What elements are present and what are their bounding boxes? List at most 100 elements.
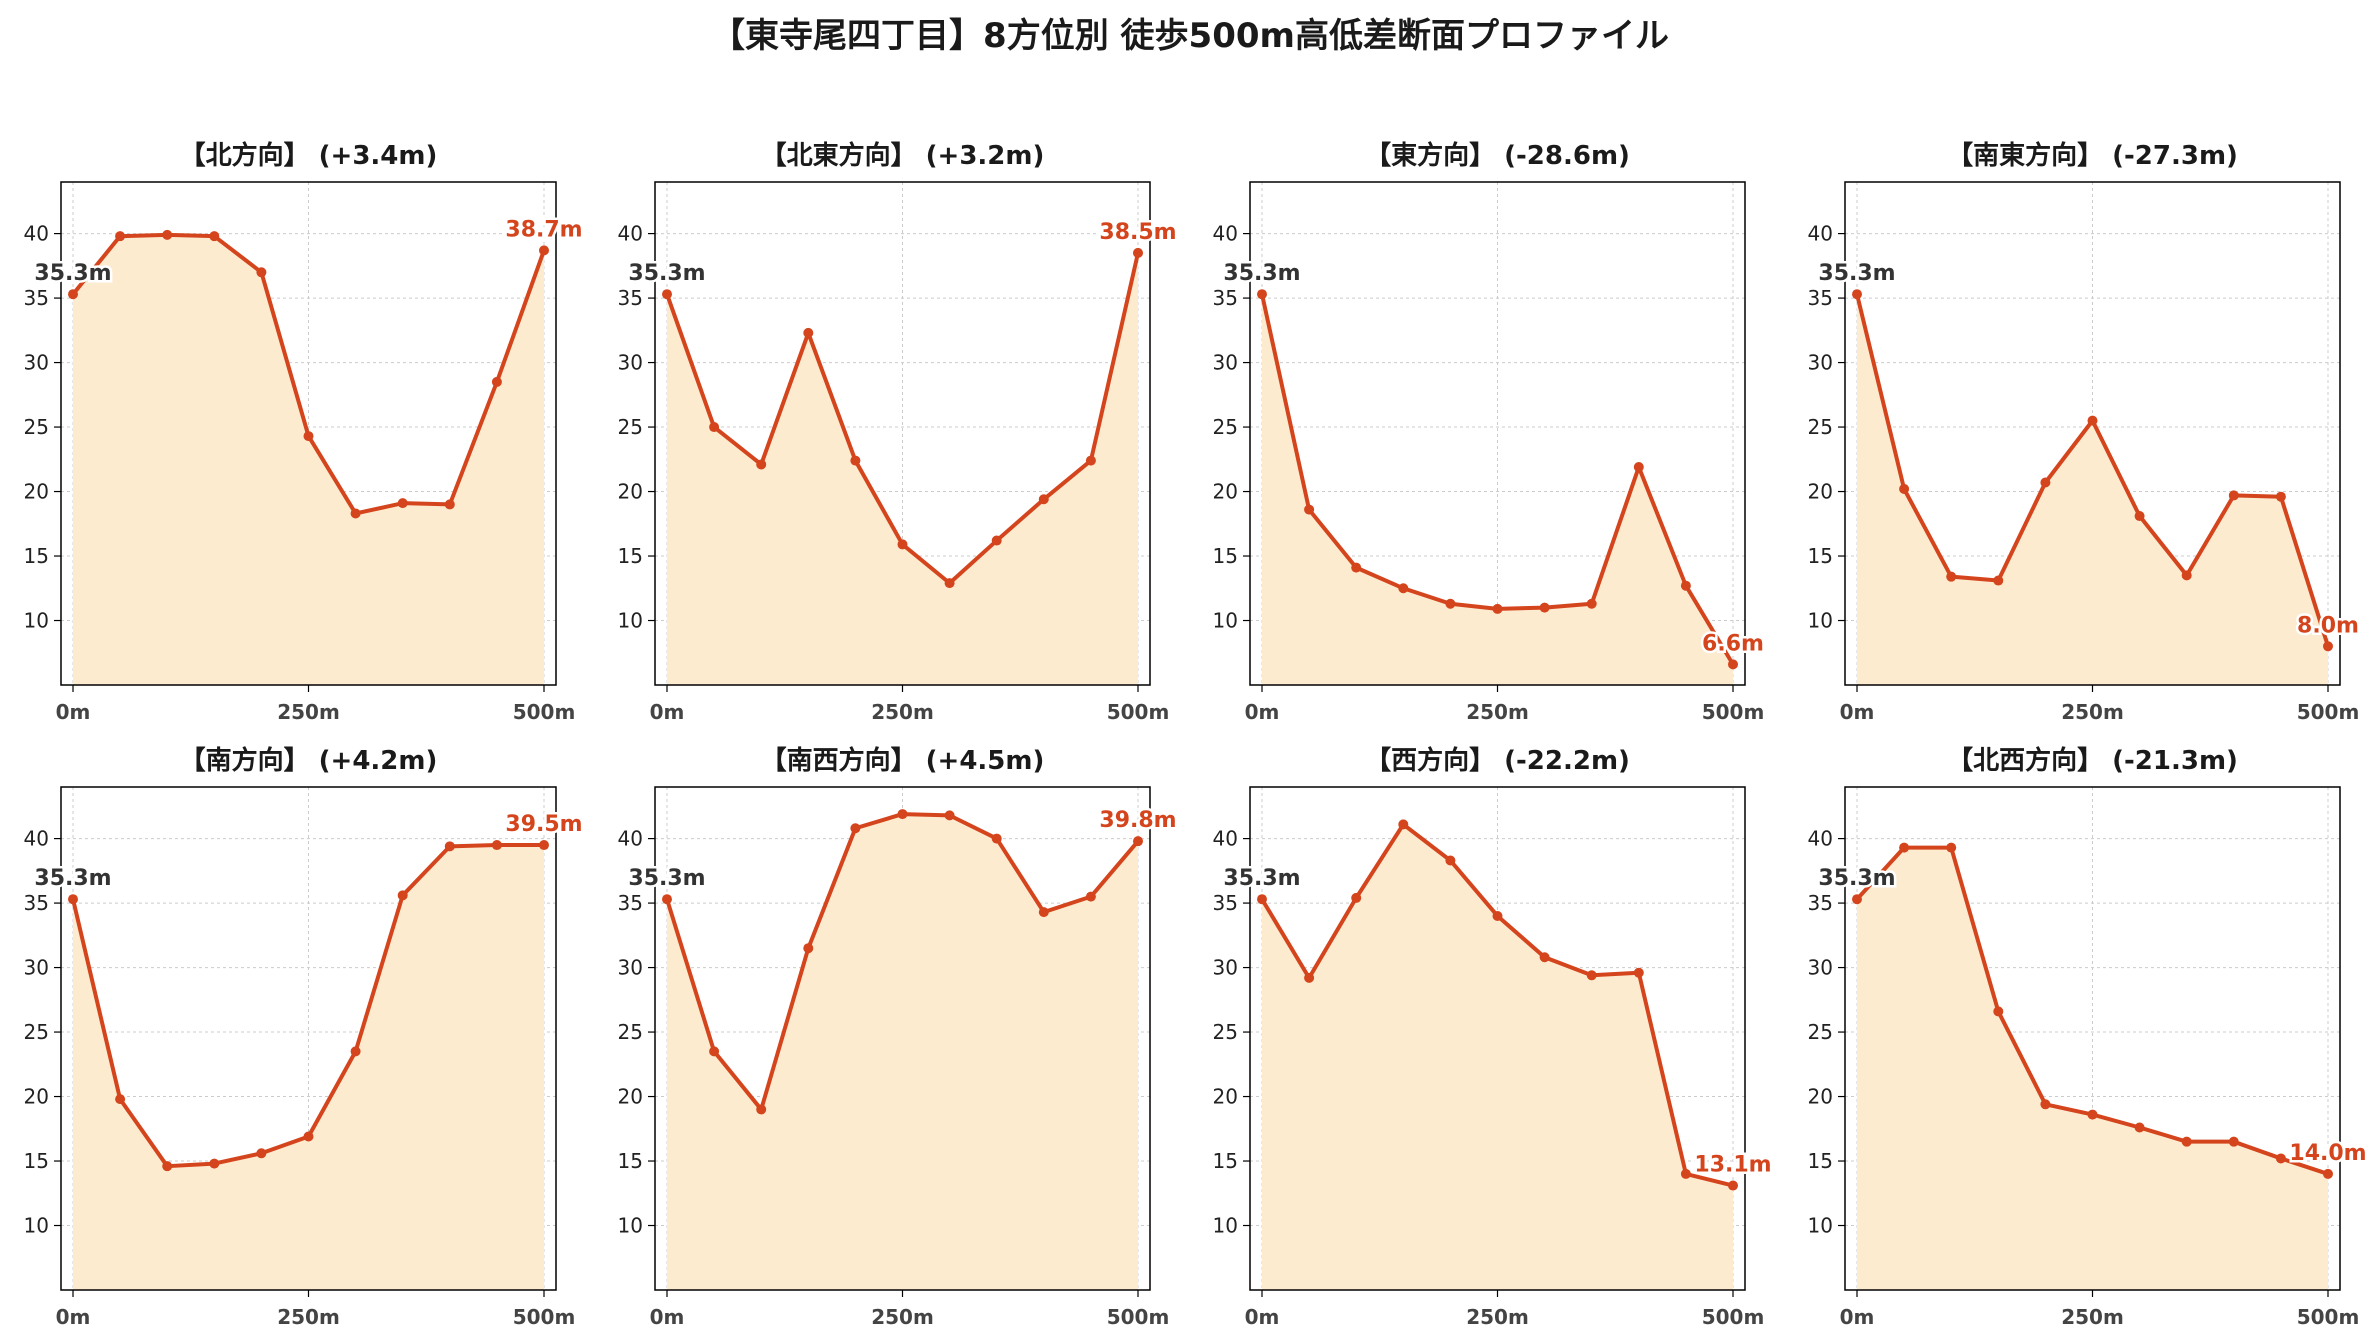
- y-tick-label: 30: [1808, 956, 1833, 980]
- data-point: [1852, 894, 1862, 905]
- data-point: [1445, 855, 1456, 866]
- y-tick-label: 20: [1213, 1085, 1238, 1109]
- data-point: [162, 229, 173, 240]
- chart-title: 【南西方向】 (+4.5m): [761, 745, 1045, 776]
- data-point: [709, 422, 720, 433]
- y-tick-label: 25: [24, 415, 49, 439]
- start-elevation-label: 35.3m: [1818, 866, 1895, 891]
- y-tick-label: 15: [1213, 544, 1238, 568]
- x-tick-label: 0m: [1840, 700, 1875, 724]
- end-elevation-label: 8.0m: [2297, 613, 2359, 638]
- x-tick-label: 500m: [2297, 1305, 2360, 1329]
- x-tick-label: 250m: [871, 700, 934, 724]
- data-point: [1492, 603, 1503, 614]
- data-point: [1445, 598, 1456, 609]
- chart-panel-8: 【北西方向】 (-21.3m) 10 15 20 25 30 35 40 0m 250m 500m 3…: [1808, 745, 2370, 1329]
- data-point: [2275, 1153, 2286, 1164]
- data-point: [539, 840, 549, 851]
- data-point: [1680, 1168, 1691, 1179]
- x-tick-label: 500m: [1107, 700, 1170, 724]
- y-tick-label: 15: [24, 1149, 49, 1173]
- x-tick-label: 250m: [1466, 1305, 1529, 1329]
- figure-title: 【東寺尾四丁目】8方位別 徒歩500m高低差断面プロファイル: [711, 16, 1669, 56]
- chart-panel-7: 【西方向】 (-22.2m) 10 15 20 25 30 35 40 0m 250m 500m 35…: [1213, 745, 1775, 1329]
- start-elevation-label: 35.3m: [628, 261, 705, 286]
- data-point: [1351, 892, 1362, 903]
- start-elevation-label: 35.3m: [1223, 866, 1300, 891]
- data-point: [350, 1046, 361, 1057]
- data-point: [539, 245, 549, 256]
- x-tick-label: 0m: [650, 1305, 685, 1329]
- y-tick-label: 20: [1808, 1085, 1833, 1109]
- x-tick-label: 500m: [1702, 1305, 1765, 1329]
- y-tick-label: 15: [1213, 1149, 1238, 1173]
- data-point: [1539, 952, 1550, 963]
- y-tick-label: 20: [1213, 480, 1238, 504]
- y-tick-label: 35: [618, 891, 643, 915]
- data-point: [2181, 1136, 2192, 1147]
- chart-panel-5: 【南方向】 (+4.2m) 10 15 20 25 30 35 40 0m 250m 500m 35.…: [24, 745, 586, 1329]
- end-elevation-label: 6.6m: [1702, 631, 1764, 656]
- x-tick-label: 500m: [513, 700, 576, 724]
- data-point: [1038, 907, 1049, 918]
- data-point: [1351, 562, 1362, 573]
- y-tick-label: 40: [618, 222, 643, 246]
- data-point: [1398, 583, 1409, 594]
- y-tick-label: 15: [1808, 544, 1833, 568]
- start-elevation-label: 35.3m: [628, 866, 705, 891]
- y-tick-label: 10: [1213, 609, 1238, 633]
- x-tick-label: 0m: [56, 700, 91, 724]
- y-tick-label: 25: [24, 1020, 49, 1044]
- data-point: [1257, 894, 1267, 905]
- y-tick-label: 10: [618, 609, 643, 633]
- y-tick-label: 25: [1213, 415, 1238, 439]
- y-tick-label: 40: [24, 222, 49, 246]
- data-point: [1728, 659, 1738, 670]
- end-elevation-label: 38.7m: [505, 217, 582, 242]
- chart-title: 【北東方向】 (+3.2m): [761, 140, 1045, 171]
- data-point: [1085, 891, 1096, 902]
- data-point: [991, 535, 1002, 546]
- data-point: [68, 289, 78, 300]
- data-point: [1304, 972, 1315, 983]
- y-tick-label: 10: [1808, 609, 1833, 633]
- data-point: [1085, 455, 1096, 466]
- x-tick-label: 250m: [1466, 700, 1529, 724]
- data-point: [209, 231, 220, 242]
- data-point: [491, 840, 502, 851]
- data-point: [1398, 819, 1409, 830]
- data-point: [350, 508, 361, 519]
- y-tick-label: 25: [1808, 415, 1833, 439]
- data-point: [991, 833, 1002, 844]
- data-point: [2087, 415, 2098, 426]
- x-tick-label: 250m: [277, 700, 340, 724]
- data-point: [444, 499, 455, 510]
- data-point: [2087, 1109, 2098, 1120]
- y-tick-label: 20: [618, 480, 643, 504]
- chart-title: 【西方向】 (-22.2m): [1365, 745, 1630, 776]
- data-point: [1728, 1180, 1738, 1191]
- data-point: [1304, 504, 1315, 515]
- data-point: [115, 231, 126, 242]
- x-tick-label: 0m: [1245, 1305, 1280, 1329]
- data-point: [115, 1094, 126, 1105]
- end-elevation-label: 38.5m: [1099, 220, 1176, 245]
- end-elevation-label: 14.0m: [2289, 1141, 2366, 1166]
- data-point: [850, 455, 861, 466]
- y-tick-label: 25: [1213, 1020, 1238, 1044]
- chart-panel-3: 【東方向】 (-28.6m) 10 15 20 25 30 35 40 0m 250m 500m 35…: [1213, 140, 1767, 724]
- chart-panel-6: 【南西方向】 (+4.5m) 10 15 20 25 30 35 40 0m 250m 500m 35…: [618, 745, 1180, 1329]
- data-point: [2228, 490, 2239, 501]
- data-point: [2228, 1136, 2239, 1147]
- start-elevation-label: 35.3m: [34, 866, 111, 891]
- start-elevation-label: 35.3m: [34, 261, 111, 286]
- data-point: [2040, 477, 2051, 488]
- chart-title: 【東方向】 (-28.6m): [1365, 140, 1630, 171]
- data-point: [756, 459, 767, 470]
- y-tick-label: 35: [618, 286, 643, 310]
- y-tick-label: 30: [618, 956, 643, 980]
- y-tick-label: 20: [618, 1085, 643, 1109]
- data-point: [209, 1158, 220, 1169]
- y-tick-label: 10: [1808, 1214, 1833, 1238]
- data-point: [1133, 836, 1143, 847]
